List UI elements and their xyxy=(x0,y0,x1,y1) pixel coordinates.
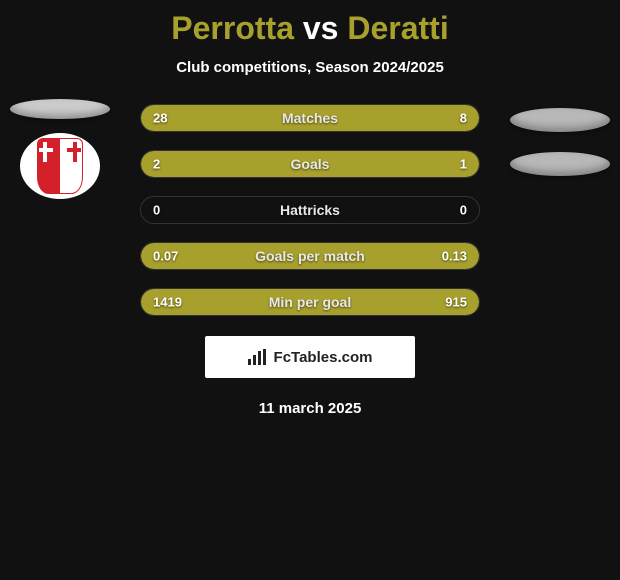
comparison-card: Perrotta vs Deratti Club competitions, S… xyxy=(0,0,620,417)
stat-label: Hattricks xyxy=(280,202,340,218)
stat-row-hattricks: 0 Hattricks 0 xyxy=(140,196,480,224)
stat-value-right: 8 xyxy=(460,111,467,126)
stat-value-right: 1 xyxy=(460,157,467,172)
stat-value-left: 2 xyxy=(153,157,160,172)
ellipse-icon xyxy=(10,99,110,119)
date-label: 11 march 2025 xyxy=(20,400,600,417)
stat-row-gpm: 0.07 Goals per match 0.13 xyxy=(140,242,480,270)
bar-chart-icon xyxy=(248,349,268,365)
attribution-text: FcTables.com xyxy=(274,349,373,366)
comparison-area: 28 Matches 8 2 Goals 1 0 Hattricks 0 xyxy=(0,104,620,417)
stat-value-right: 0 xyxy=(460,203,467,218)
stat-value-right: 915 xyxy=(445,295,467,310)
stat-rows: 28 Matches 8 2 Goals 1 0 Hattricks 0 xyxy=(140,104,480,316)
player-2-name: Deratti xyxy=(347,10,448,46)
bar-left xyxy=(141,151,367,177)
page-title: Perrotta vs Deratti xyxy=(0,10,620,47)
stat-label: Min per goal xyxy=(269,294,351,310)
stat-value-left: 0.07 xyxy=(153,249,178,264)
stat-label: Matches xyxy=(282,110,338,126)
bar-right xyxy=(405,105,479,131)
stat-row-matches: 28 Matches 8 xyxy=(140,104,480,132)
attribution-badge: FcTables.com xyxy=(205,336,415,378)
stat-value-left: 28 xyxy=(153,111,167,126)
player-1-name: Perrotta xyxy=(171,10,294,46)
bar-left xyxy=(141,105,405,131)
stat-value-left: 0 xyxy=(153,203,160,218)
club-logo-left xyxy=(20,133,100,199)
stat-row-mpg: 1419 Min per goal 915 xyxy=(140,288,480,316)
stat-label: Goals per match xyxy=(255,248,365,264)
stat-value-left: 1419 xyxy=(153,295,182,310)
stat-row-goals: 2 Goals 1 xyxy=(140,150,480,178)
stat-value-right: 0.13 xyxy=(442,249,467,264)
vs-text: vs xyxy=(303,10,339,46)
ellipse-icon xyxy=(510,108,610,132)
ellipse-icon xyxy=(510,152,610,176)
left-badges xyxy=(10,99,110,199)
shield-icon xyxy=(37,138,83,194)
right-badges xyxy=(510,99,610,199)
stat-label: Goals xyxy=(291,156,330,172)
subtitle: Club competitions, Season 2024/2025 xyxy=(0,59,620,76)
